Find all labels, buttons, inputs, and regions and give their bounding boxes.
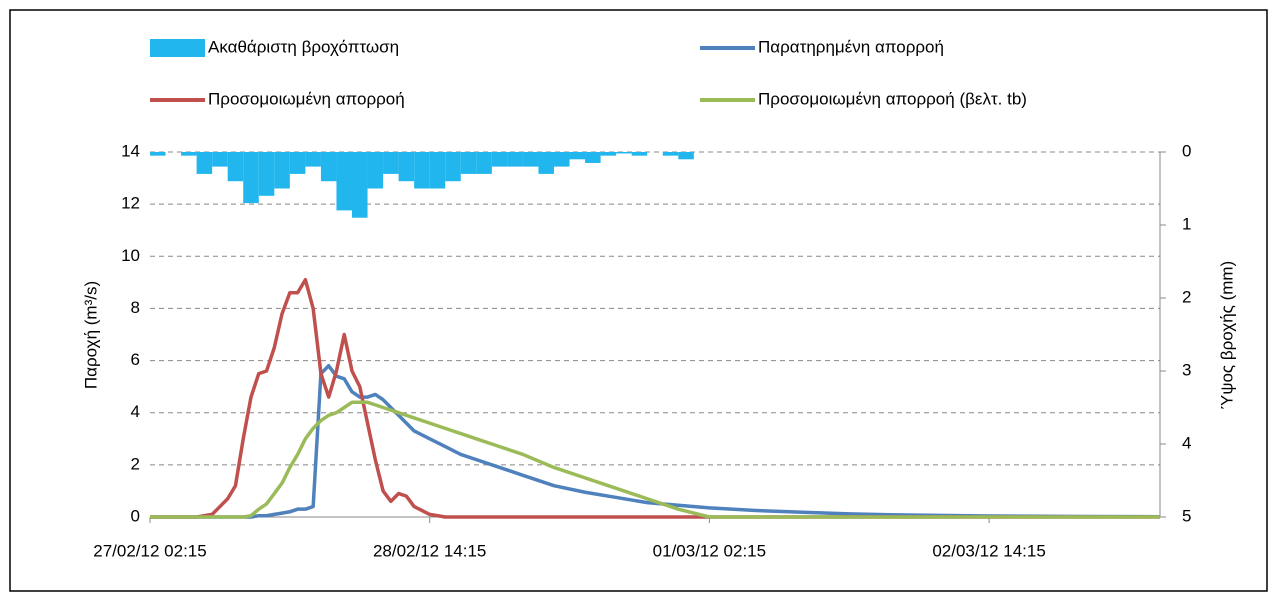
rain-bar [429, 152, 446, 189]
rain-bar [196, 152, 213, 174]
rain-bar [569, 152, 586, 160]
rain-bar [258, 152, 275, 196]
rain-bar [274, 152, 290, 189]
rain-bar [678, 152, 694, 160]
y-tick-label: 12 [121, 194, 140, 213]
rain-bar [336, 152, 352, 211]
rain-bar [305, 152, 321, 167]
legend-label: Παρατηρημένη απορροή [758, 37, 944, 56]
rain-bar [522, 152, 539, 167]
rain-bar [289, 152, 306, 174]
rain-bar [585, 152, 601, 163]
series-line [150, 364, 1161, 519]
rain-bar [538, 152, 554, 174]
y-tick-label: 2 [131, 454, 140, 473]
y-tick-label: 10 [121, 246, 140, 265]
rain-bar [631, 152, 648, 156]
series-line [150, 400, 1160, 519]
rain-bar [460, 152, 477, 174]
rain-bar [227, 152, 244, 182]
rain-bar [445, 152, 461, 182]
y2-tick-label: 2 [1182, 287, 1191, 306]
y-tick-label: 0 [131, 506, 140, 525]
rain-bar [150, 152, 166, 156]
rain-bar [352, 152, 368, 218]
rain-bar [507, 152, 523, 167]
rain-bar [367, 152, 384, 189]
rain-bar [662, 152, 679, 156]
y2-tick-label: 1 [1182, 214, 1191, 233]
rain-bar [212, 152, 228, 167]
legend-label: Προσομοιωμένη απορροή (βελτ. tb) [758, 89, 1027, 108]
rain-bar [476, 152, 492, 174]
rain-bar [383, 152, 399, 174]
x-tick-label: 02/03/12 14:15 [932, 541, 1045, 560]
rain-bar [181, 152, 197, 156]
x-tick-label: 01/03/12 02:15 [653, 541, 766, 560]
y2-tick-label: 4 [1182, 433, 1191, 452]
legend-label: Ακαθάριστη βροχόπτωση [208, 37, 399, 56]
rain-bar [414, 152, 430, 189]
series-line [150, 278, 1160, 519]
legend-label: Προσομοιωμένη απορροή [208, 89, 405, 108]
x-tick-label: 28/02/12 14:15 [373, 541, 486, 560]
y2-tick-label: 3 [1182, 360, 1191, 379]
y2-tick-label: 0 [1182, 141, 1191, 160]
x-tick-label: 27/02/12 02:15 [93, 541, 206, 560]
rain-bar [491, 152, 508, 167]
rain-bar [554, 152, 570, 167]
chart-border [9, 9, 1268, 592]
rain-bar [243, 152, 259, 204]
y-tick-label: 4 [131, 402, 140, 421]
rain-bar [616, 152, 632, 154]
y2-axis-label: Ύψος βροχής (mm) [1217, 261, 1236, 409]
legend-swatch [150, 39, 205, 57]
y-tick-label: 6 [131, 350, 140, 369]
y2-tick-label: 5 [1182, 506, 1191, 525]
y-axis-label: Παροχή (m³/s) [81, 281, 100, 389]
rain-bar [398, 152, 415, 182]
y-tick-label: 14 [121, 141, 140, 160]
rain-bar [320, 152, 337, 182]
y-tick-label: 8 [131, 298, 140, 317]
rain-bar [600, 152, 617, 156]
